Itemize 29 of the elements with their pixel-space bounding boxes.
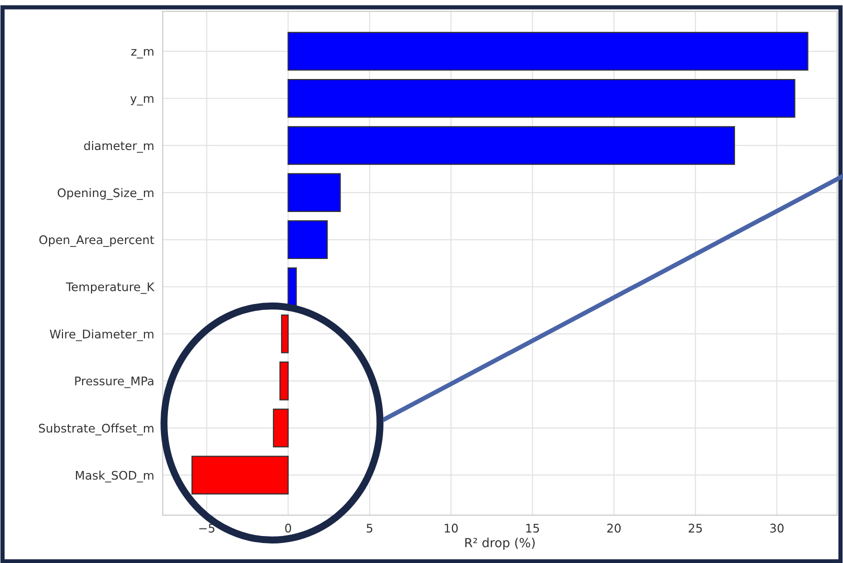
x-tick-label: 0 [285, 524, 292, 533]
bar [288, 220, 328, 260]
bar [288, 173, 341, 212]
x-axis-title: R² drop (%) [465, 538, 535, 550]
bar [279, 362, 289, 400]
y-tick-label: Substrate_Offset_m [38, 424, 154, 436]
x-tick-label: −5 [199, 524, 214, 533]
y-tick-label: Pressure_MPa [75, 376, 154, 388]
y-tick-label: y_m [130, 96, 154, 106]
y-tick-label: Open_Area_percent [39, 235, 154, 247]
y-tick-label: Temperature_K [66, 282, 155, 294]
y-tick-label: Mask_SOD_m [76, 470, 154, 482]
x-tick-label: 20 [607, 524, 621, 533]
x-tick-label: 30 [770, 524, 784, 533]
y-tick-label: z_m [131, 49, 154, 58]
bar [288, 126, 736, 165]
y-tick-label: Opening_Size_m [58, 188, 154, 200]
x-tick-label: 15 [526, 524, 539, 533]
y-tick-label: diameter_m [84, 140, 154, 153]
bar [191, 456, 289, 495]
bar [288, 32, 808, 71]
bar [281, 314, 289, 354]
bar [288, 267, 297, 306]
x-tick-label: 25 [688, 524, 702, 533]
x-tick-label: 5 [366, 524, 372, 533]
y-tick-label: Wire_Diameter_m [50, 329, 154, 342]
x-tick-label: 10 [444, 524, 458, 533]
bar [272, 408, 289, 448]
bar [288, 78, 796, 118]
